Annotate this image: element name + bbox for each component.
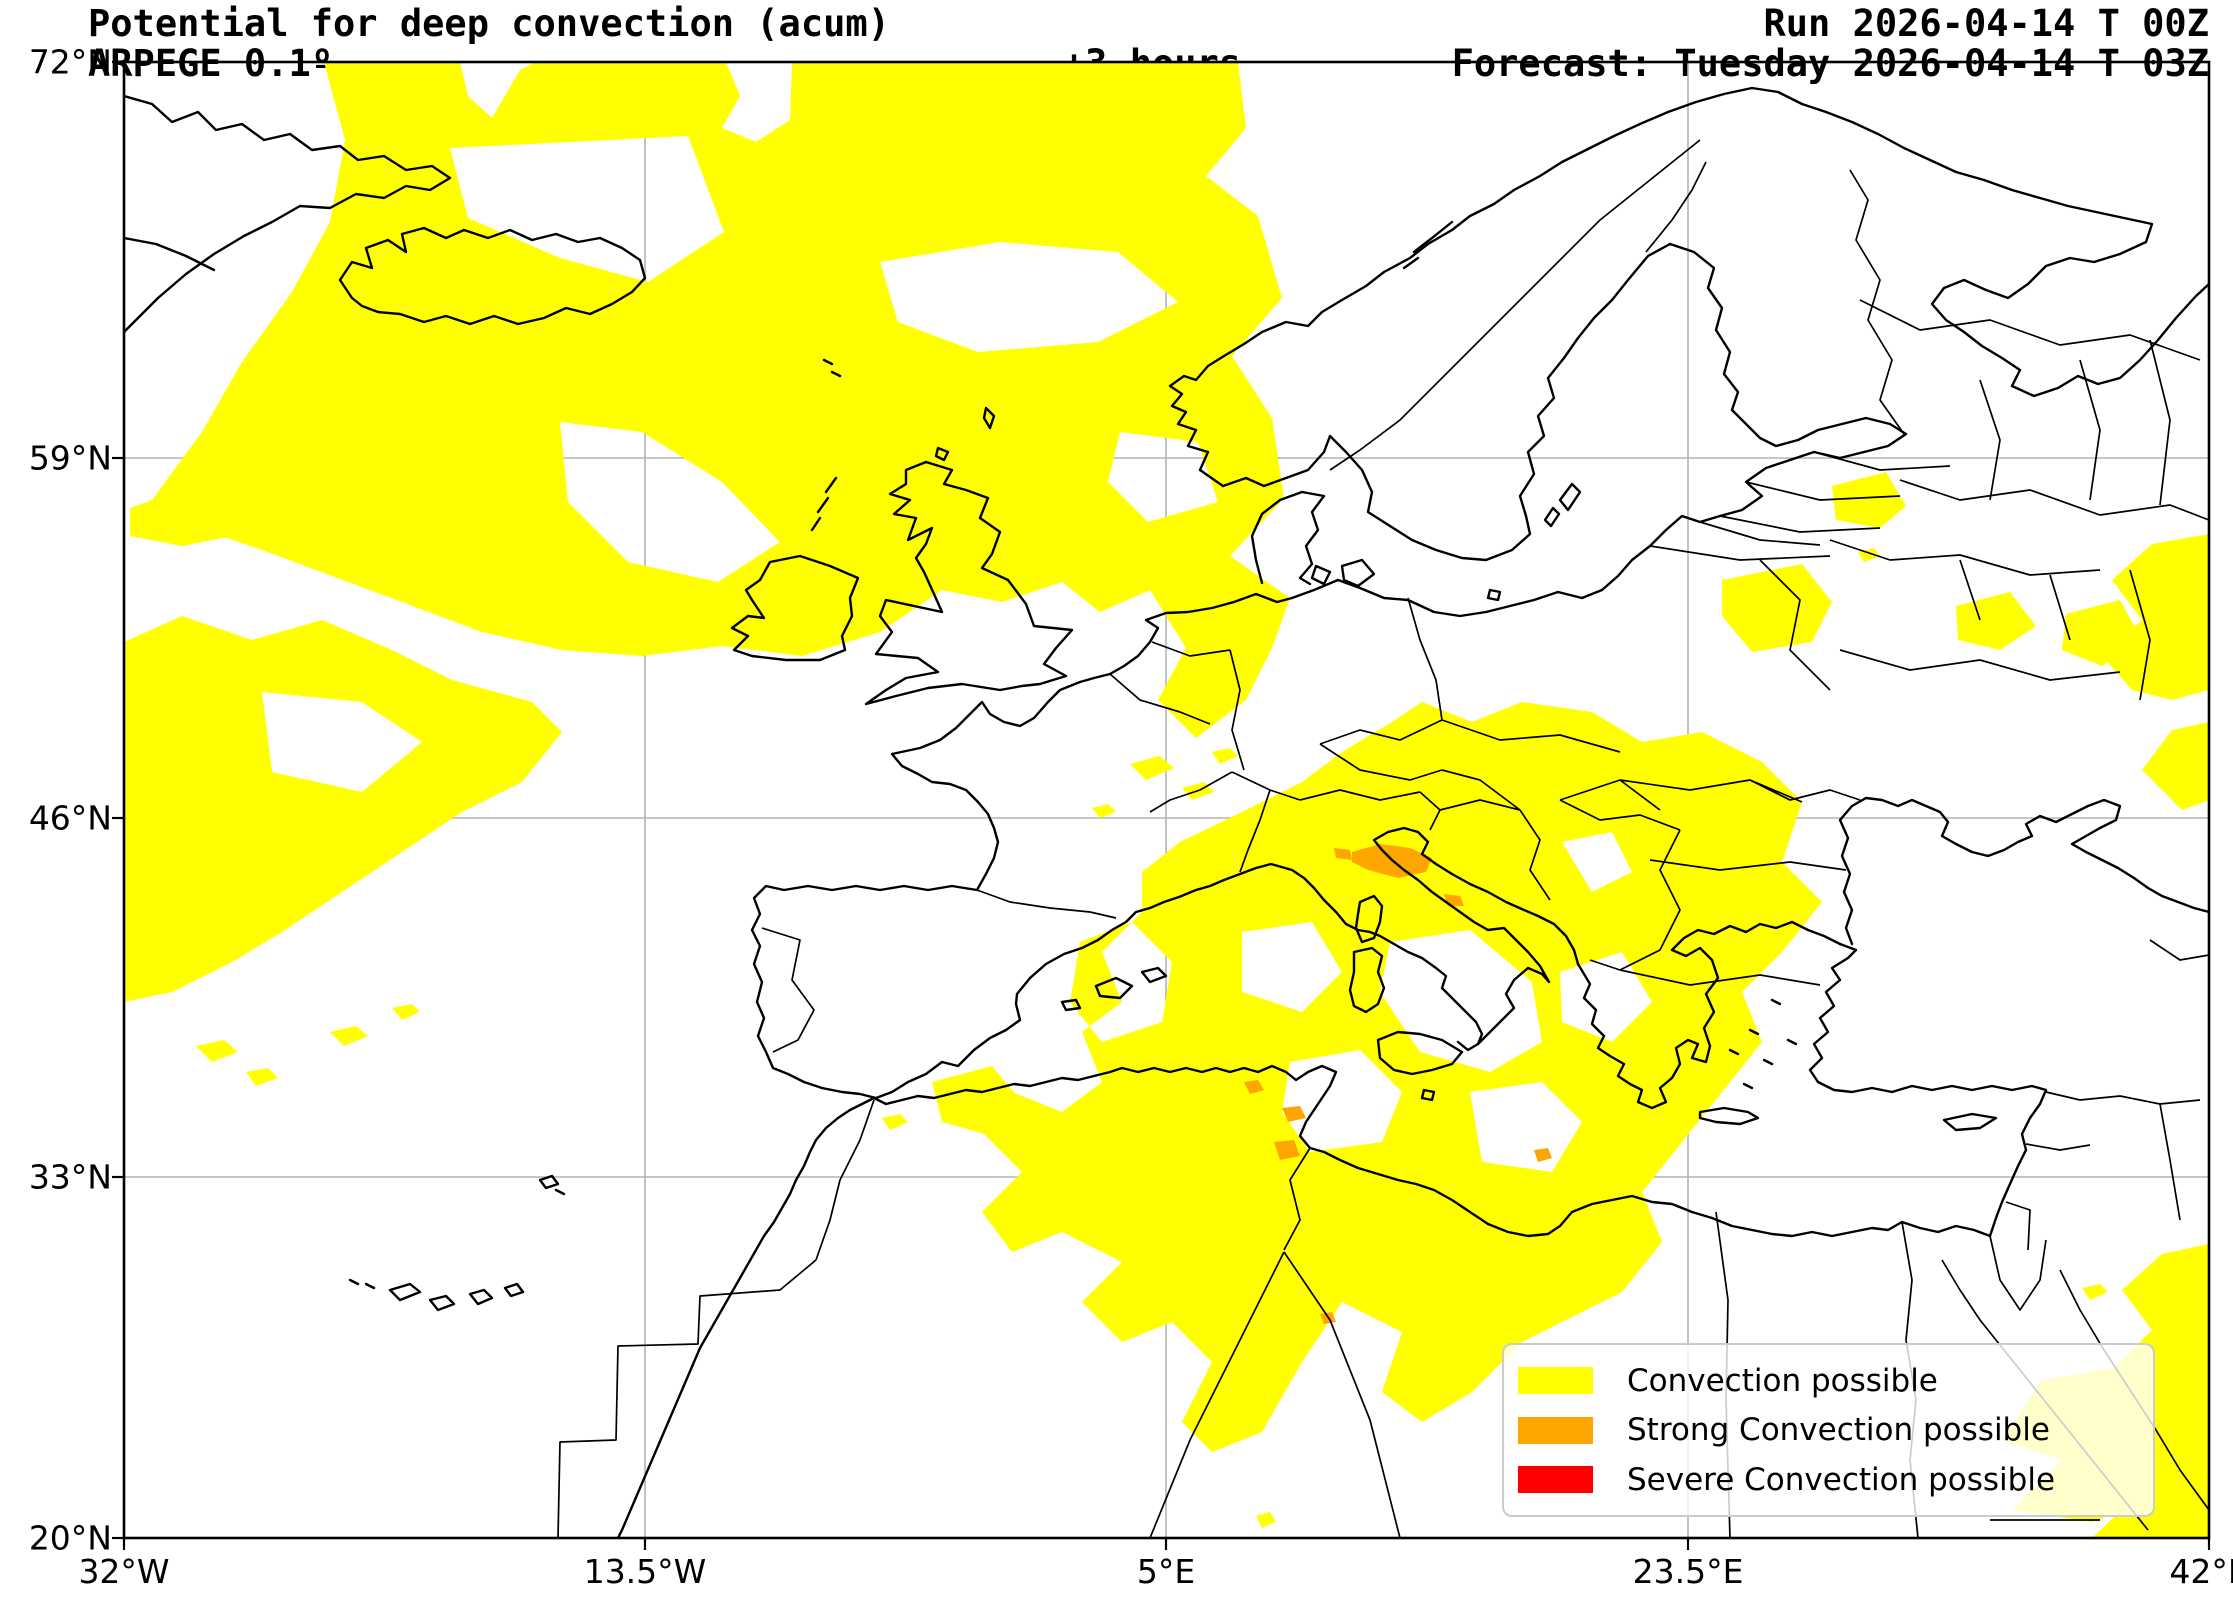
x-tick-5e: 5°E	[1136, 1552, 1196, 1591]
axis-ticks	[112, 60, 2211, 1550]
legend-label-severe-convection: Severe Convection possible	[1627, 1461, 2056, 1498]
norway-coast	[1168, 86, 2209, 488]
y-tick-46n: 46°N	[28, 798, 112, 838]
x-tick-13-5w: 13.5°W	[583, 1552, 707, 1591]
legend-row-convection: Convection possible	[1518, 1363, 2153, 1399]
corsica-coast	[1354, 894, 1384, 944]
x-tick-42e: 42°E	[2169, 1552, 2233, 1591]
turkey-levant-africa-coast	[616, 942, 2048, 1538]
sicily-coast	[1376, 1030, 1464, 1076]
mainland-coast	[750, 578, 1484, 1100]
legend-label-strong-convection: Strong Convection possible	[1627, 1412, 2050, 1448]
orange-swatch-rect	[1518, 1416, 1593, 1444]
y-tick-72n: 72°N	[28, 42, 112, 82]
denmark-coast	[1250, 490, 1326, 586]
greenland-coast	[124, 94, 452, 334]
baltic-coast	[1221, 242, 1908, 618]
severe-convection-swatch	[1518, 1466, 1593, 1493]
legend-box: Convection possible Strong Convection po…	[1502, 1343, 2155, 1517]
run-label: Run 2026-04-14 T 00Z	[1763, 2, 2209, 45]
black-sea-coast	[1838, 796, 2209, 946]
convection-possible-layer	[124, 62, 2209, 1538]
red-swatch-rect	[1518, 1466, 1593, 1493]
y-tick-20n: 20°N	[28, 1518, 112, 1558]
strong-convection-swatch	[1518, 1416, 1593, 1444]
x-tick-23-5e: 23.5°E	[1632, 1552, 1744, 1591]
greece-coast	[1576, 920, 1842, 1110]
italy-adriatic-coast	[1372, 826, 1580, 1046]
legend-row-severe-convection: Severe Convection possible	[1518, 1462, 2153, 1498]
model-name: ARPEGE 0.1º	[88, 42, 334, 85]
convection-possible-swatch	[1518, 1367, 1593, 1394]
legend-row-strong-convection: Strong Convection possible	[1518, 1412, 2153, 1448]
forecast-label: Forecast: Tuesday 2026-04-14 T 03Z	[1451, 42, 2209, 85]
ireland-coast	[730, 554, 860, 662]
iceland-coast	[338, 226, 647, 326]
chart-title: Potential for deep convection (acum)	[88, 2, 890, 45]
y-tick-33n: 33°N	[28, 1157, 112, 1197]
x-tick-32w: 32°W	[78, 1552, 170, 1591]
coastlines-layer	[124, 86, 2209, 1538]
sardinia-coast	[1348, 946, 1386, 1014]
y-tick-59n: 59°N	[28, 438, 112, 478]
britain-coast	[864, 460, 1074, 706]
legend-label-convection: Convection possible	[1627, 1362, 1938, 1399]
borders-layer	[557, 139, 2209, 1538]
yellow-swatch-rect	[1518, 1367, 1593, 1394]
